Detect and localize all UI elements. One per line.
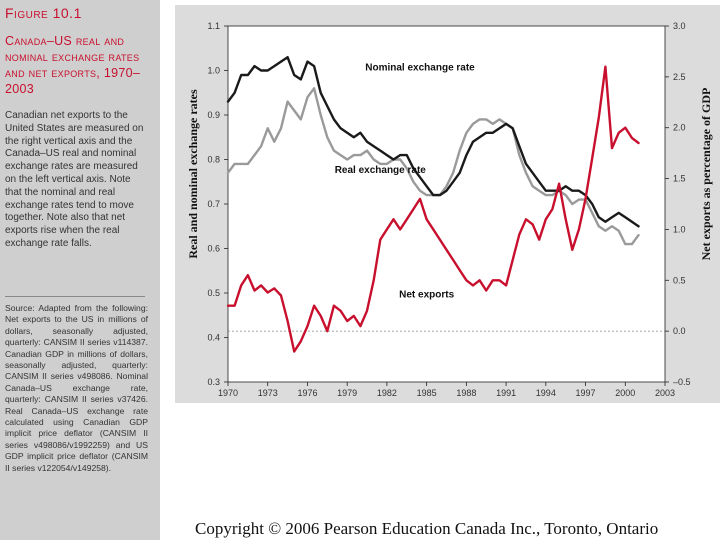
series-annotation: Nominal exchange rate xyxy=(365,63,475,74)
y-left-tick-label: 0.8 xyxy=(207,155,220,165)
nominal-exchange-rate-line xyxy=(226,56,640,228)
x-tick-label: 1973 xyxy=(258,388,278,398)
y-left-tick-label: 1.0 xyxy=(207,66,220,76)
y-left-tick-label: 0.5 xyxy=(207,288,220,298)
y-left-tick-label: 0.3 xyxy=(207,377,220,387)
y-right-tick-label: 2.5 xyxy=(673,72,686,82)
y-left-tick-label: 0.9 xyxy=(207,110,220,120)
figure-caption: Canadian net exports to the United State… xyxy=(5,110,144,249)
divider xyxy=(5,296,145,297)
y-right-tick-label: 0.5 xyxy=(673,275,686,285)
y-left-tick-label: 0.4 xyxy=(207,333,220,343)
series-annotation: Real exchange rate xyxy=(335,165,427,176)
x-tick-label: 1988 xyxy=(456,388,476,398)
figure-text-panel: Figure 10.1 Canada–US real and nominal e… xyxy=(0,0,160,540)
x-tick-label: 2003 xyxy=(655,388,675,398)
y-left-axis-title: Real and nominal exchange rates xyxy=(186,89,200,259)
y-right-tick-label: 1.0 xyxy=(673,224,686,234)
x-tick-label: 2000 xyxy=(615,388,635,398)
y-right-tick-label: 1.5 xyxy=(673,174,686,184)
figure-label: Figure 10.1 xyxy=(5,5,82,21)
y-right-axis-title: Net exports as percentage of GDP xyxy=(699,88,713,261)
y-right-tick-label: –0.5 xyxy=(673,377,691,387)
x-tick-label: 1982 xyxy=(377,388,397,398)
figure-title: Canada–US real and nominal exchange rate… xyxy=(5,34,141,96)
series-annotation: Net exports xyxy=(399,290,454,301)
y-right-tick-label: 2.0 xyxy=(673,123,686,133)
chart: 1970 1973 1976 1979 1982 1985 1988 1991 1994 1997… xyxy=(186,21,713,398)
y-right-tick-label: 0.0 xyxy=(673,326,686,336)
figure-source: Source: Adapted from the following: Net … xyxy=(5,303,148,473)
x-tick-label: 1997 xyxy=(576,388,596,398)
y-left-tick-label: 0.6 xyxy=(207,244,220,254)
x-tick-label: 1979 xyxy=(337,388,357,398)
y-left-tick-label: 0.7 xyxy=(207,199,220,209)
plot-area xyxy=(227,25,666,383)
copyright-notice: Copyright © 2006 Pearson Education Canad… xyxy=(195,519,659,538)
x-tick-label: 1985 xyxy=(417,388,437,398)
y-left-tick-label: 1.1 xyxy=(207,21,220,31)
x-tick-label: 1994 xyxy=(536,388,556,398)
x-tick-label: 1970 xyxy=(218,388,238,398)
net-exports-line xyxy=(226,65,640,353)
y-right-tick-label: 3.0 xyxy=(673,21,686,31)
chart-panel: 1970 1973 1976 1979 1982 1985 1988 1991 1994 1997… xyxy=(175,5,720,403)
x-tick-label: 1991 xyxy=(496,388,516,398)
x-tick-label: 1976 xyxy=(297,388,317,398)
